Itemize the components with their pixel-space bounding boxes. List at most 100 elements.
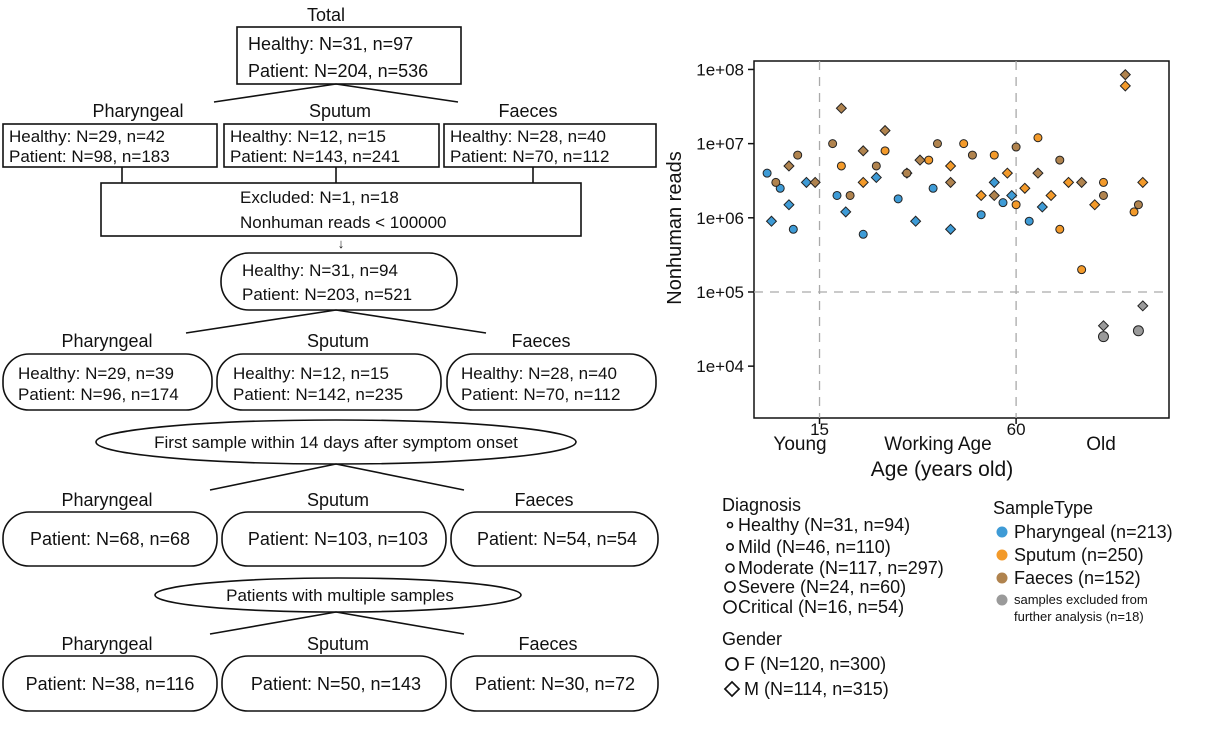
l2-box-sputum xyxy=(216,353,442,411)
point-sputum xyxy=(1045,189,1057,202)
y-tick-label: 1e+08 xyxy=(696,60,744,79)
connectors xyxy=(121,83,534,635)
legend-moderate: Moderate (N=117, n=297) xyxy=(738,558,944,578)
filter-14-days-label: First sample within 14 days after sympto… xyxy=(154,433,518,452)
point-sputum xyxy=(924,155,934,165)
l4-pharyngeal-patient: Patient: N=38, n=116 xyxy=(26,674,195,694)
total-patient: Patient: N=204, n=536 xyxy=(248,61,428,81)
l2-title-pharyngeal: Pharyngeal xyxy=(61,331,152,351)
point-pharyngeal xyxy=(988,176,1000,189)
l4-sputum-patient: Patient: N=50, n=143 xyxy=(251,674,421,694)
point-sputum xyxy=(1119,80,1131,92)
point-faeces xyxy=(793,150,803,160)
point-sputum xyxy=(1033,133,1043,143)
l1-box-sputum xyxy=(223,123,440,168)
point-sputum xyxy=(1089,199,1101,211)
legend-pharyngeal-swatch xyxy=(996,526,1008,538)
point-faeces xyxy=(1032,167,1044,179)
legend-female-symbol xyxy=(725,657,739,671)
point-faeces xyxy=(1075,176,1088,189)
point-pharyngeal xyxy=(840,206,852,218)
legend-healthy: Healthy (N=31, n=94) xyxy=(738,515,910,535)
l2-faeces-patient: Patient: N=70, n=112 xyxy=(461,385,620,404)
x-axis-label: Age (years old) xyxy=(871,458,1013,481)
x-tick-label: 15 xyxy=(810,420,829,439)
point-faeces xyxy=(902,168,912,178)
legend-pharyngeal: Pharyngeal (n=213) xyxy=(1014,522,1173,542)
l2-sputum-patient: Patient: N=142, n=235 xyxy=(233,385,403,404)
legend-male-symbol xyxy=(723,680,741,698)
point-faeces xyxy=(1098,190,1108,200)
legend-sputum: Sputum (n=250) xyxy=(1014,545,1144,565)
point-faeces xyxy=(932,139,942,149)
point-pharyngeal xyxy=(1036,201,1048,213)
point-pharyngeal xyxy=(944,223,957,235)
legend-critical-symbol xyxy=(723,600,737,614)
x-tick-label: 60 xyxy=(1007,420,1026,439)
point-faeces xyxy=(828,139,838,149)
filter-multiple-label: Patients with multiple samples xyxy=(226,586,454,605)
down-arrow-icon: ↓ xyxy=(338,236,345,251)
legend-mild-symbol xyxy=(725,542,734,551)
point-pharyngeal xyxy=(1006,189,1018,202)
legend-severe: Severe (N=24, n=60) xyxy=(738,577,906,597)
l4-title-pharyngeal: Pharyngeal xyxy=(61,634,152,654)
point-faeces xyxy=(1055,155,1065,165)
point-pharyngeal xyxy=(976,210,986,220)
l3-box-pharyngeal xyxy=(2,511,218,567)
point-sputum xyxy=(1011,200,1021,210)
l3-title-faeces: Faeces xyxy=(514,490,573,510)
l1-faeces-patient: Patient: N=70, n=112 xyxy=(450,147,609,166)
l1-box-faeces xyxy=(443,123,657,168)
point-faeces xyxy=(857,145,869,157)
point-pharyngeal xyxy=(783,199,795,211)
l1-title-sputum: Sputum xyxy=(309,101,371,121)
point-pharyngeal xyxy=(998,198,1008,208)
age-group-young: Young xyxy=(773,434,826,455)
legend-sputum-swatch xyxy=(996,549,1008,561)
point-pharyngeal xyxy=(788,224,798,234)
point-faeces xyxy=(771,177,781,187)
l1-pharyngeal-healthy: Healthy: N=29, n=42 xyxy=(9,127,165,146)
l2-title-faeces: Faeces xyxy=(511,331,570,351)
point-faeces xyxy=(783,160,795,172)
point-excluded xyxy=(1097,331,1109,343)
legend-severe-symbol xyxy=(724,581,736,593)
legend-excluded-line2: further analysis (n=18) xyxy=(1014,609,1144,624)
y-tick-label: 1e+07 xyxy=(696,135,744,154)
point-pharyngeal xyxy=(762,168,772,178)
point-sputum xyxy=(944,160,957,172)
point-sputum xyxy=(836,161,846,171)
point-excluded xyxy=(1097,320,1110,332)
point-sputum xyxy=(1001,167,1014,179)
point-sputum xyxy=(975,189,987,202)
legend-healthy-symbol xyxy=(726,521,734,529)
point-faeces xyxy=(967,150,977,160)
legend-critical: Critical (N=16, n=54) xyxy=(738,597,904,617)
legend-sampletype-title: SampleType xyxy=(993,498,1093,518)
legend-faeces-swatch xyxy=(996,572,1008,584)
legend-female: F (N=120, n=300) xyxy=(744,654,886,674)
l4-box-faeces xyxy=(450,655,659,712)
l3-faeces-patient: Patient: N=54, n=54 xyxy=(477,529,637,549)
point-pharyngeal xyxy=(800,176,813,189)
point-excluded xyxy=(1132,325,1144,337)
point-faeces xyxy=(871,161,881,171)
l2-faeces-healthy: Healthy: N=28, n=40 xyxy=(461,364,617,383)
l1-title-pharyngeal: Pharyngeal xyxy=(92,101,183,121)
l3-title-pharyngeal: Pharyngeal xyxy=(61,490,152,510)
point-sputum xyxy=(1019,182,1031,194)
l1-title-faeces: Faeces xyxy=(498,101,557,121)
legend-excluded-line1: samples excluded from xyxy=(1014,592,1148,607)
point-faeces xyxy=(809,176,821,189)
plot-frame xyxy=(753,60,1170,419)
point-sputum xyxy=(901,167,913,179)
legend-faeces: Faeces (n=152) xyxy=(1014,568,1141,588)
point-pharyngeal xyxy=(909,215,922,227)
after-patient: Patient: N=203, n=521 xyxy=(242,285,412,304)
x-ticks: 15 60 xyxy=(810,418,1026,439)
point-faeces xyxy=(1011,142,1021,152)
age-group-old: Old xyxy=(1086,434,1116,455)
point-pharyngeal xyxy=(893,194,903,204)
excluded-box xyxy=(100,182,582,237)
